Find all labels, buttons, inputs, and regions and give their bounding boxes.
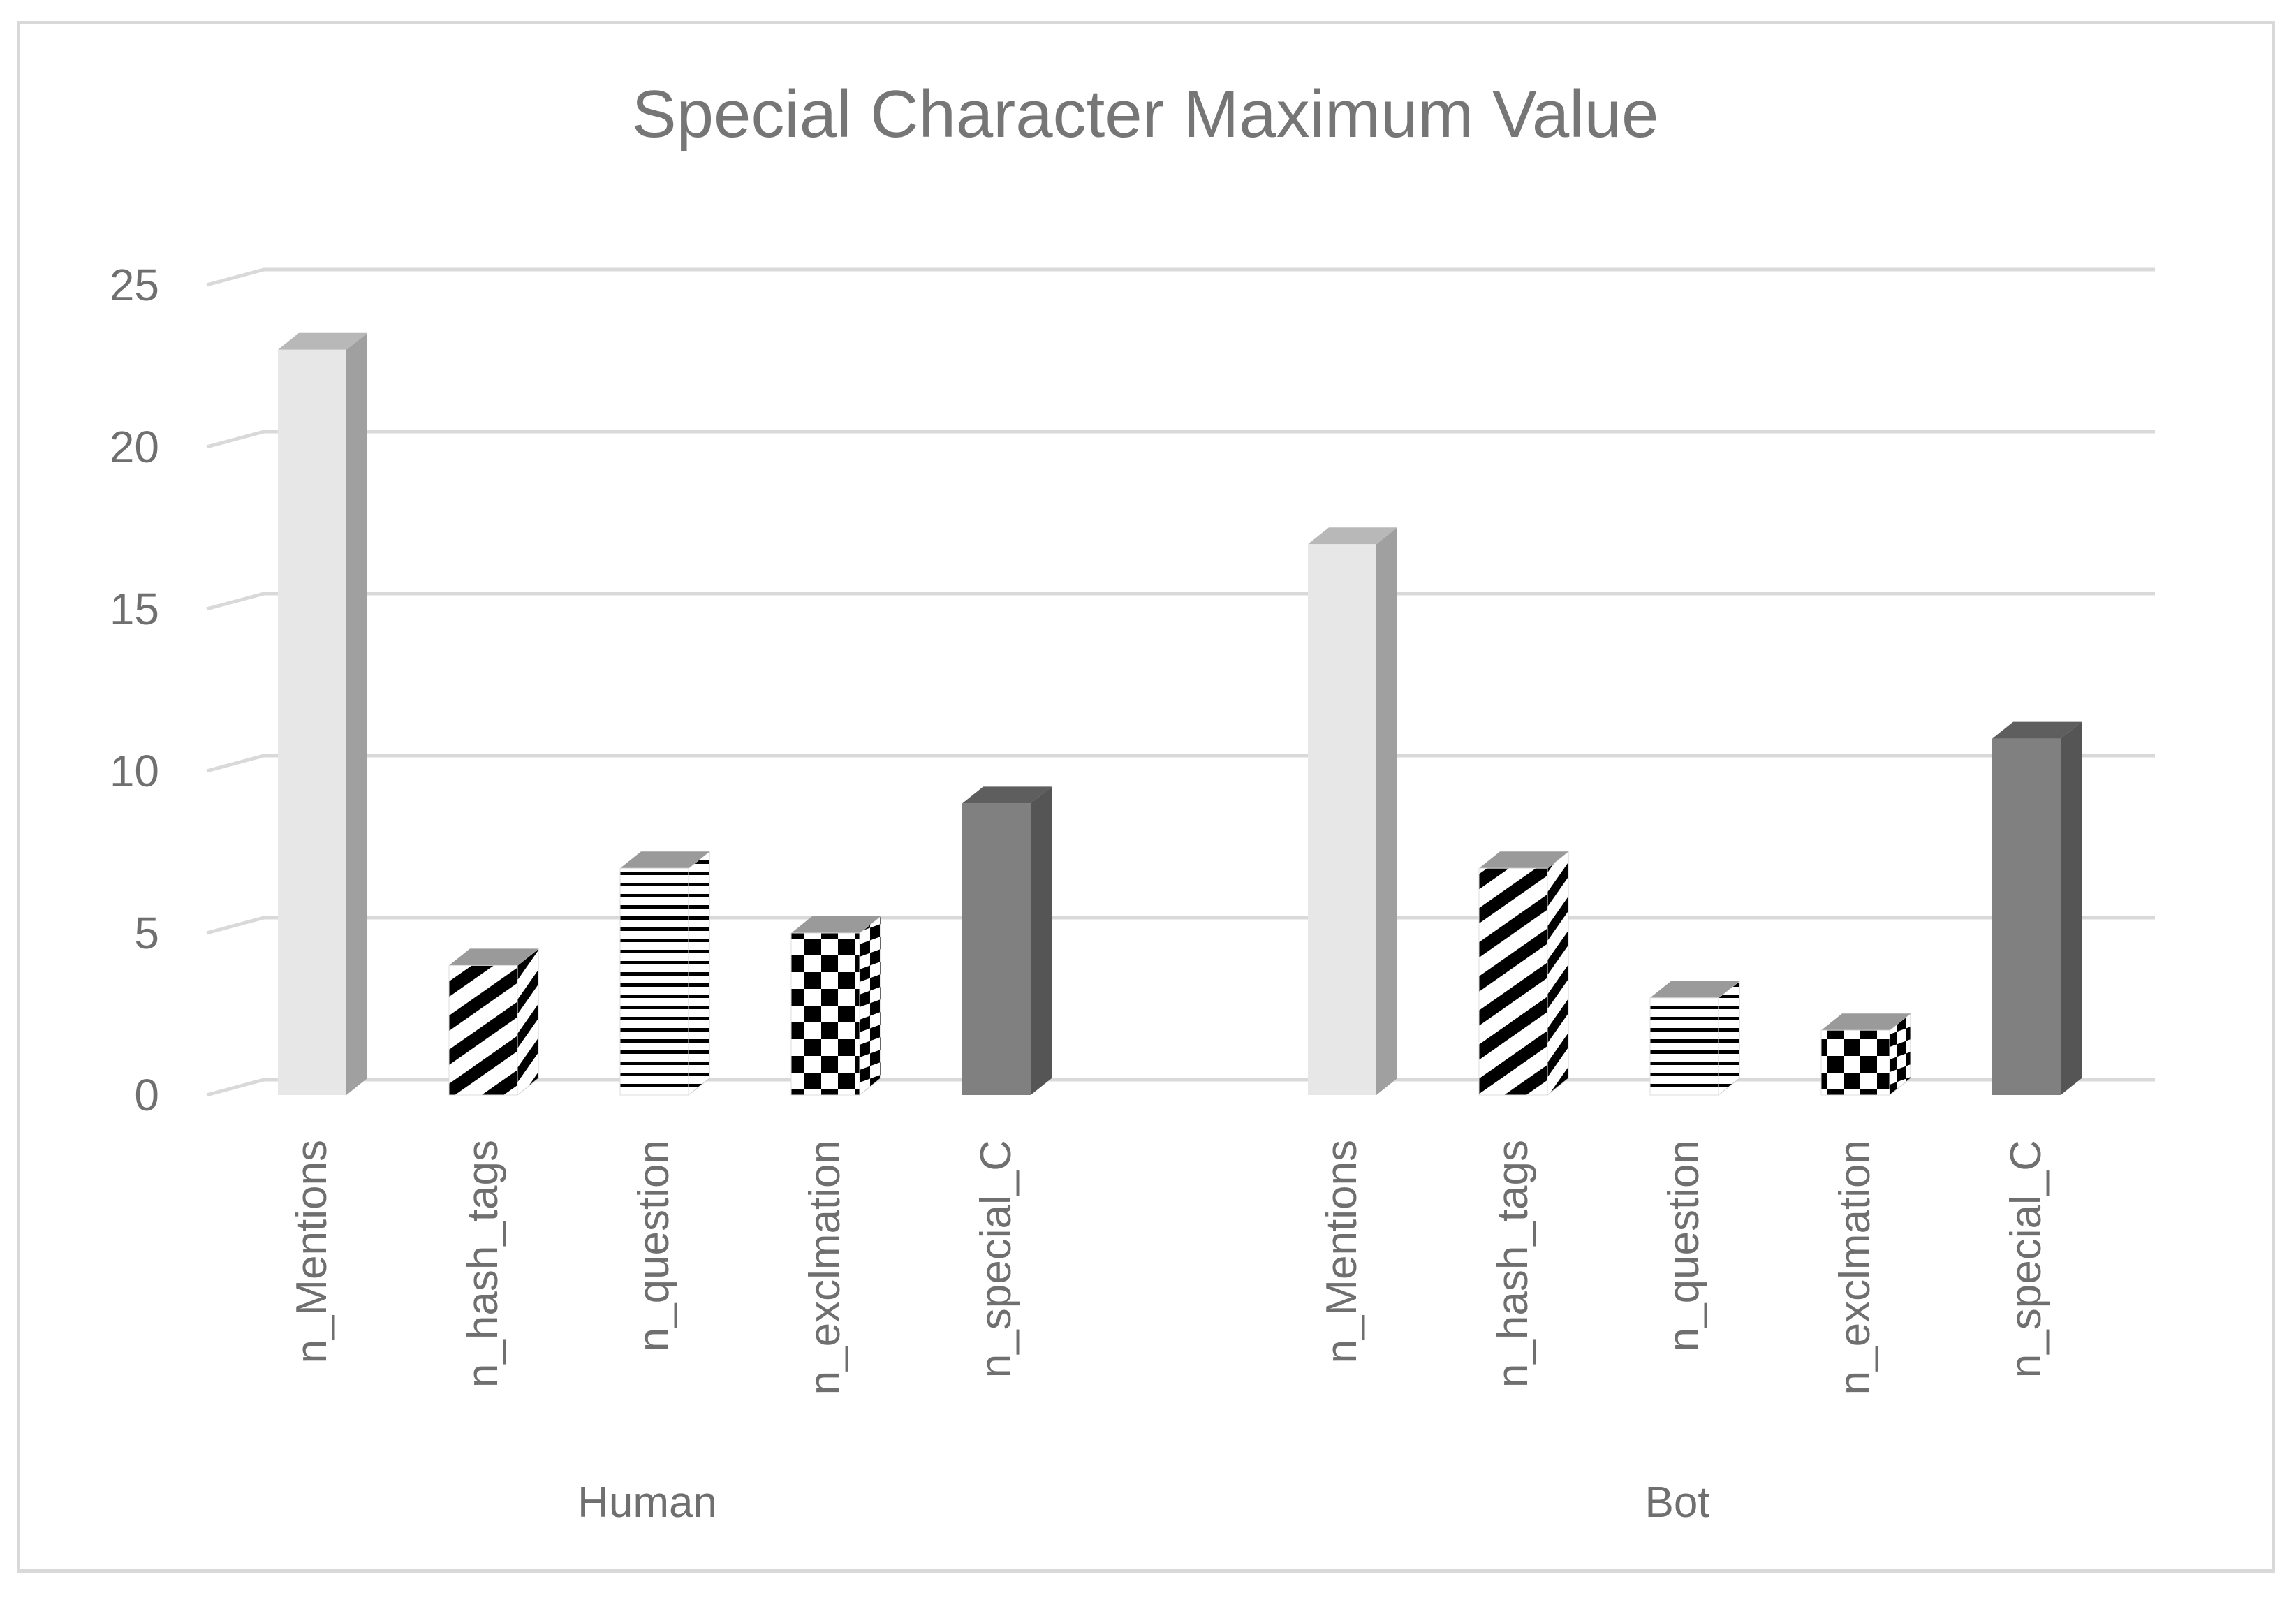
category-labels: n_Mentions n_hash_tags n_question n_exclmat… xyxy=(288,1140,2050,1395)
y-tick-label: 25 xyxy=(110,260,159,310)
category-label: n_exclmation xyxy=(801,1140,849,1395)
category-label: n_Mentions xyxy=(288,1140,336,1364)
gridline xyxy=(206,592,2155,611)
category-label: n_hash_tags xyxy=(1489,1140,1537,1388)
gridline xyxy=(206,430,2155,449)
bar xyxy=(962,786,1052,1095)
chart-title: Special Character Maximum Value xyxy=(632,77,1659,152)
category-label: n_Mentions xyxy=(1318,1140,1366,1364)
bar xyxy=(1992,721,2082,1095)
bar xyxy=(1308,527,1397,1095)
y-tick-label: 5 xyxy=(134,908,159,958)
category-label: n_exclmation xyxy=(1831,1140,1879,1395)
category-label: n_special_C xyxy=(972,1140,1020,1378)
gridline xyxy=(206,267,2155,287)
bar xyxy=(790,915,881,1096)
bar xyxy=(619,851,710,1096)
y-tick-label: 0 xyxy=(134,1070,159,1120)
bar xyxy=(1820,1013,1911,1096)
group-label: Bot xyxy=(1644,1478,1709,1527)
y-tick-label: 10 xyxy=(110,746,159,796)
bar xyxy=(1649,980,1740,1096)
category-label: n_special_C xyxy=(2002,1140,2050,1378)
gridline xyxy=(206,754,2155,773)
bar xyxy=(278,332,367,1095)
bar xyxy=(1478,851,1569,1096)
y-tick-label: 15 xyxy=(110,584,159,634)
group-labels: Human Bot xyxy=(577,1478,1709,1527)
group-label: Human xyxy=(577,1478,717,1527)
category-label: n_question xyxy=(630,1140,678,1351)
bar xyxy=(448,948,539,1096)
category-label: n_question xyxy=(1660,1140,1708,1351)
y-tick-label: 20 xyxy=(110,422,159,472)
category-label: n_hash_tags xyxy=(459,1140,507,1388)
chart-frame xyxy=(17,21,2275,1573)
y-axis-ticks: 0 5 10 15 20 25 xyxy=(110,260,159,1120)
bars xyxy=(278,332,2082,1096)
gridline xyxy=(206,916,2155,935)
